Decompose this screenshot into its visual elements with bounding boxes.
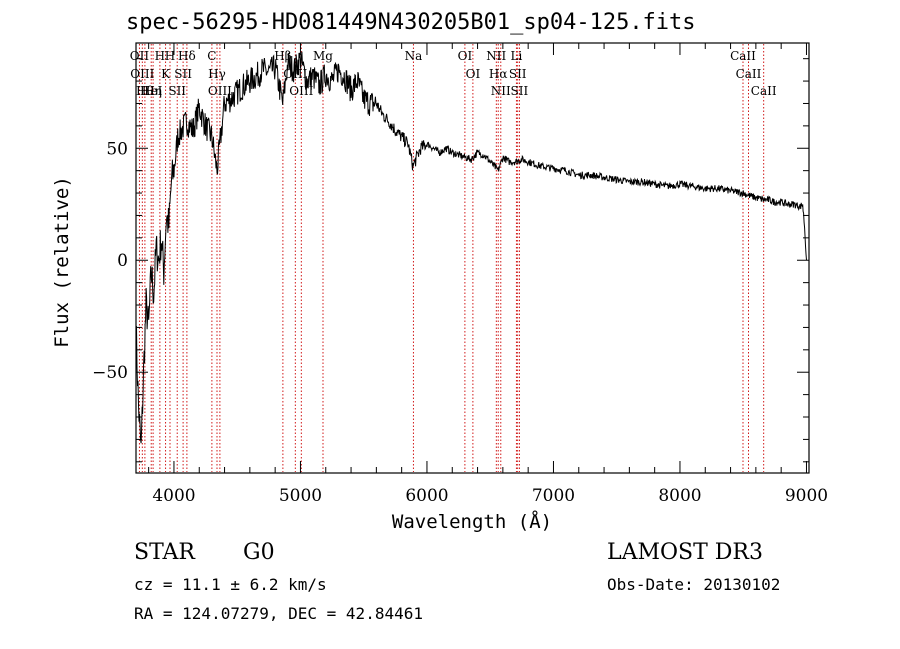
x-tick-label: 4000 bbox=[152, 486, 195, 506]
y-axis-label: Flux (relative) bbox=[51, 176, 73, 348]
marker-label: SII bbox=[511, 84, 529, 98]
x-tick-label: 9000 bbox=[785, 486, 828, 506]
y-tick-label: 50 bbox=[106, 139, 128, 159]
y-tick-label: 0 bbox=[117, 251, 128, 271]
marker-label: OI bbox=[458, 49, 473, 63]
marker-label: C bbox=[207, 49, 216, 63]
marker-label: K bbox=[161, 67, 171, 81]
chart-title: spec-56295-HD081449N430205B01_sp04-125.f… bbox=[126, 10, 696, 35]
marker-label: NII bbox=[491, 84, 511, 98]
marker-label: OII bbox=[130, 49, 150, 63]
marker-label: OIII bbox=[208, 84, 232, 98]
marker-label: OI bbox=[466, 67, 481, 81]
marker-label: CaII bbox=[736, 67, 762, 81]
marker-label: OIII bbox=[283, 67, 307, 81]
marker-label: OIII bbox=[289, 84, 313, 98]
marker-label: H bbox=[155, 49, 165, 63]
axis-ticks: 4000 5000 6000 7000 8000 9000 −50 0 50 bbox=[92, 43, 828, 506]
marker-label: HeI bbox=[140, 84, 163, 98]
obs-date: Obs-Date: 20130102 bbox=[607, 575, 781, 594]
x-tick-label: 8000 bbox=[658, 486, 701, 506]
x-tick-label: 5000 bbox=[279, 486, 322, 506]
x-tick-label: 6000 bbox=[405, 486, 448, 506]
marker-label: Mg bbox=[313, 49, 333, 63]
marker-label: Hη bbox=[144, 84, 162, 98]
marker-label: SII bbox=[509, 67, 527, 81]
marker-label: CaII bbox=[730, 49, 756, 63]
object-class: STAR bbox=[134, 540, 195, 565]
marker-label: Hδ bbox=[178, 49, 196, 63]
flux-series bbox=[135, 51, 807, 444]
marker-label: Li bbox=[510, 49, 522, 63]
marker-label: NII bbox=[486, 49, 506, 63]
marker-label: SII bbox=[168, 84, 186, 98]
marker-label: Hγ bbox=[208, 67, 226, 81]
marker-label: H bbox=[165, 49, 175, 63]
marker-label: Hα bbox=[489, 67, 508, 81]
ra-dec-coordinates: RA = 124.07279, DEC = 42.84461 bbox=[134, 604, 423, 623]
marker-label: Hβ bbox=[274, 49, 291, 63]
survey-name: LAMOST DR3 bbox=[607, 540, 763, 565]
marker-label: CaII bbox=[751, 84, 777, 98]
x-tick-label: 7000 bbox=[532, 486, 575, 506]
marker-label: Hθ bbox=[136, 84, 154, 98]
spectral-line-markers bbox=[138, 44, 765, 472]
flux-line bbox=[135, 51, 807, 444]
object-subclass: G0 bbox=[243, 540, 275, 565]
redshift-value: cz = 11.1 ± 6.2 km/s bbox=[134, 575, 327, 594]
marker-label: OIII bbox=[130, 67, 154, 81]
x-axis-label: Wavelength (Å) bbox=[392, 510, 552, 533]
marker-label: Na bbox=[405, 49, 423, 63]
marker-label: SII bbox=[174, 67, 192, 81]
plot-frame bbox=[135, 42, 810, 474]
y-tick-label: −50 bbox=[92, 363, 128, 383]
